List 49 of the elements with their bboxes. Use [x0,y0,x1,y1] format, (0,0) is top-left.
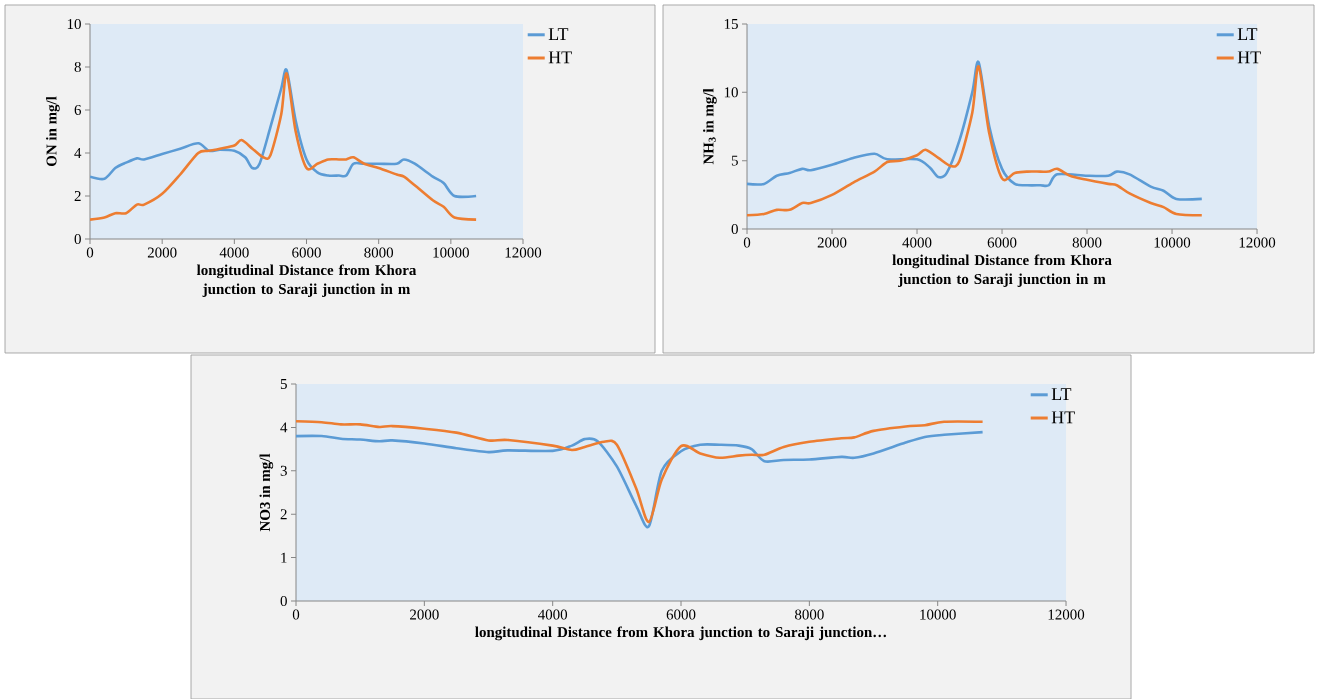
x-tick-label: 12000 [505,247,542,258]
y-tick-label: 4 [280,422,288,433]
legend-label: LT [1051,388,1072,400]
y-tick-label: 5 [731,155,738,166]
x-tick-label: 10000 [1154,237,1191,248]
x-tick-label: 8000 [1072,237,1102,248]
x-tick-label: 2000 [817,237,847,248]
x-tick-label: 4000 [219,247,249,258]
x-axis-title: longitudinal Distance from Khora junction to Saraji junction… [475,626,886,641]
x-tick-label: 2000 [410,609,439,620]
x-tick-label: 2000 [147,247,177,258]
legend-label: LT [1237,28,1258,40]
x-tick-label: 12000 [1048,609,1085,620]
y-tick-label: 2 [74,191,81,201]
y-tick-label: 2 [280,509,287,520]
x-tick-label: 0 [292,609,300,620]
x-tick-label: 10000 [433,247,469,258]
y-tick-label: 0 [731,223,738,235]
y-tick-label: 6 [74,104,82,115]
y-tick-label: 0 [280,595,287,607]
y-axis-title: NO3 in mg/l [259,453,274,532]
y-tick-label: 4 [74,148,82,158]
y-tick-label: 3 [280,465,287,476]
x-tick-label: 8000 [364,247,394,258]
line-series [90,72,478,221]
x-tick-label: 0 [743,237,751,248]
x-tick-label: 8000 [794,609,824,620]
x-tick-label: 6000 [292,247,321,258]
x-tick-label: 10000 [920,609,956,620]
x-tick-label: 4000 [538,609,568,620]
x-axis-title: longitudinal Distance from Khora junction to Saraji junction in m [892,254,1112,288]
x-tick-label: 6000 [987,237,1017,248]
x-tick-label: 6000 [666,609,696,620]
y-tick-label: 10 [724,87,738,98]
x-tick-label: 12000 [1239,237,1276,248]
y-tick-label: 10 [67,18,81,30]
legend-label: HT [548,51,572,64]
y-tick-label: 1 [281,552,287,563]
y-tick-label: 15 [724,18,738,29]
legend-label: LT [548,28,569,40]
legend-label: HT [1237,51,1261,64]
x-axis-title: longitudinal Distance from Khora junction to Saraji junction in m [196,264,417,298]
y-tick-label: 5 [280,379,287,389]
y-tick-label: 8 [74,61,81,73]
y-axis-title: NH$_{3}$ in mg/l [703,88,717,165]
x-tick-label: 0 [86,247,94,258]
legend-label: HT [1051,411,1075,424]
y-axis-title: ON in mg/l [46,96,60,167]
x-tick-label: 4000 [902,237,932,248]
